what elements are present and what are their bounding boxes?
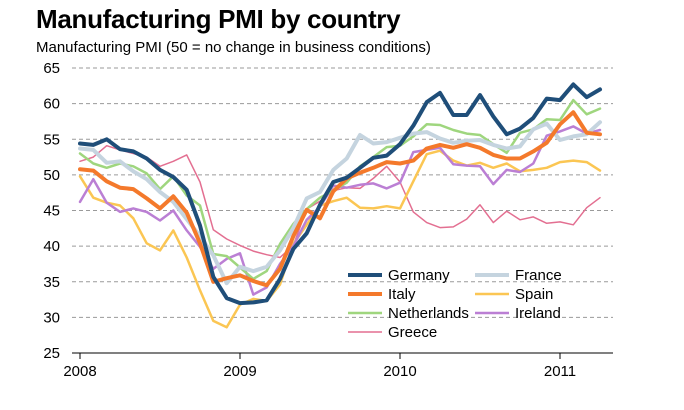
y-axis-ticks: 25 30 35 40 45 50 55 60 65 <box>43 60 60 362</box>
x-tick-label: 2008 <box>63 363 96 380</box>
legend-label-france: France <box>515 267 562 284</box>
series-line-germany <box>78 82 602 306</box>
x-tick-label: 2009 <box>223 363 256 380</box>
y-tick-label: 30 <box>43 309 60 326</box>
y-tick-label: 45 <box>43 203 60 220</box>
series-line-italy <box>78 110 602 288</box>
y-tick-label: 25 <box>43 345 60 362</box>
y-tick-label: 50 <box>43 167 60 184</box>
legend-label-netherlands: Netherlands <box>388 305 469 322</box>
x-axis: 2008 2009 2010 2011 <box>63 352 613 380</box>
legend-label-ireland: Ireland <box>515 305 561 322</box>
series-lines <box>78 82 602 329</box>
legend-label-spain: Spain <box>515 286 553 303</box>
y-tick-label: 40 <box>43 238 60 255</box>
series-line-france <box>78 120 602 286</box>
legend: Germany France Italy Spain Netherlands Irelan… <box>348 267 562 341</box>
y-tick-label: 65 <box>43 60 60 77</box>
legend-label-italy: Italy <box>388 286 416 303</box>
chart-title: Manufacturing PMI by country <box>36 4 401 34</box>
legend-label-greece: Greece <box>388 324 437 341</box>
legend-label-germany: Germany <box>388 267 450 284</box>
y-tick-label: 55 <box>43 131 60 148</box>
y-tick-label: 60 <box>43 96 60 113</box>
x-tick-label: 2010 <box>383 363 416 380</box>
y-tick-label: 35 <box>43 274 60 291</box>
x-tick-label: 2011 <box>544 363 576 380</box>
series-line-greece <box>79 144 601 259</box>
y-axis-label: Manufacturing PMI (50 = no change in bus… <box>36 39 431 56</box>
series-line-spain <box>78 149 602 329</box>
